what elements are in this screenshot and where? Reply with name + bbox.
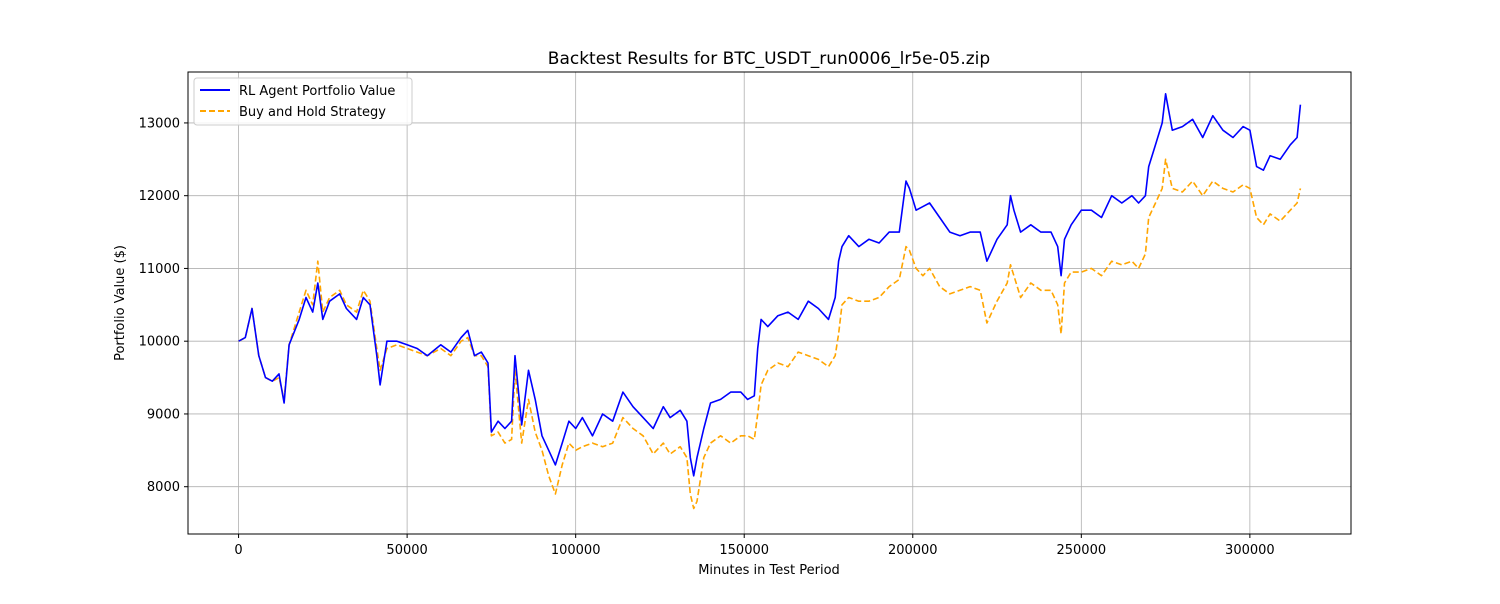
x-tick-label: 300000 [1225,543,1275,558]
y-tick-label: 13000 [139,116,180,131]
legend: RL Agent Portfolio Value Buy and Hold St… [193,77,413,126]
tick-layer: 0 50000 100000 150000 200000 250000 300000 8000… [139,116,1275,558]
legend-label-rl-agent: RL Agent Portfolio Value [239,84,395,99]
legend-label-buy-and-hold: Buy and Hold Strategy [239,105,386,120]
x-axis-label: Minutes in Test Period [698,563,840,578]
x-tick-label: 100000 [551,543,601,558]
y-tick-label: 10000 [139,335,180,350]
y-tick-label: 9000 [147,407,180,422]
chart-title: Backtest Results for BTC_USDT_run0006_lr… [548,49,990,69]
x-tick-label: 200000 [888,543,938,558]
x-tick-label: 250000 [1056,543,1106,558]
plot-frame [187,71,1352,535]
series-line-rl-agent [238,93,1302,477]
y-axis-label: Portfolio Value ($) [113,245,128,361]
series-layer [238,93,1302,510]
x-tick-label: 150000 [719,543,769,558]
x-tick-label: 0 [234,543,242,558]
grid-layer [188,72,1351,534]
y-tick-label: 8000 [147,480,180,495]
legend-box [193,77,413,126]
y-tick-label: 11000 [139,262,180,277]
y-tick-label: 12000 [139,189,180,204]
x-tick-label: 50000 [386,543,427,558]
